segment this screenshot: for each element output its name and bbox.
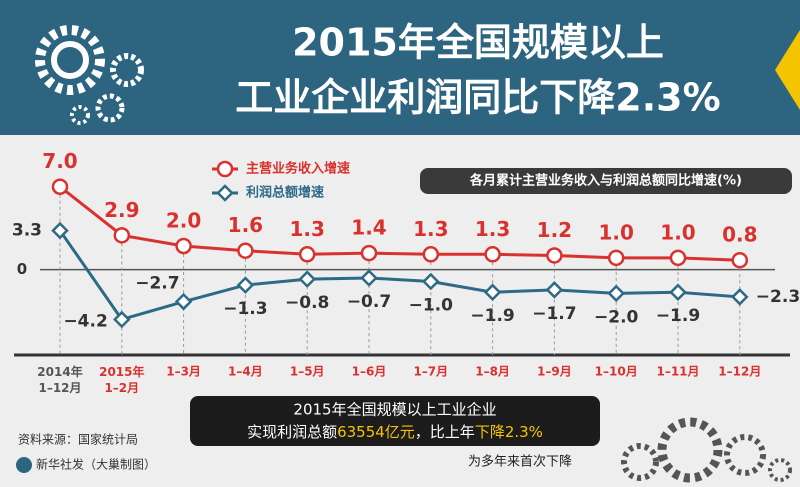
x-tick-label: 2014年 1–12月: [37, 364, 82, 395]
x-tick-label: 1–12月: [718, 365, 761, 379]
data-label: 1.4: [351, 216, 386, 240]
x-tick-label: 1–11月: [656, 365, 699, 379]
data-label: 1.3: [289, 217, 324, 241]
legend-marker: [216, 160, 234, 178]
data-label: −1.3: [223, 299, 267, 319]
series-line: [58, 229, 740, 322]
data-label: 2.0: [166, 208, 201, 232]
x-tick-label-line: 2014年: [37, 364, 82, 379]
point: [175, 237, 192, 255]
data-label: −2.3: [756, 287, 800, 307]
point: [298, 270, 316, 288]
x-tick-label: 1–7月: [413, 365, 448, 379]
gear-decoration: [35, 25, 144, 125]
subtitle-box: [420, 168, 792, 194]
point: [669, 249, 687, 267]
callout-line: 实现利润总额63554亿元，比上年下降2.3%: [247, 423, 543, 441]
x-tick-label-line: 2015年: [99, 364, 144, 379]
callout-text: ，比上年: [415, 423, 475, 441]
header: [0, 0, 800, 135]
point: [545, 281, 564, 299]
callout-box: [190, 396, 600, 446]
point: [237, 242, 254, 259]
logo: [16, 457, 32, 473]
data-label: 7.0: [42, 149, 77, 173]
point: [113, 227, 131, 244]
data-label: −2.7: [135, 274, 179, 294]
y-tick-label: 0: [17, 260, 27, 278]
data-label: −4.2: [63, 311, 107, 331]
data-label: 1.6: [228, 213, 263, 237]
point: [669, 283, 687, 301]
legend-label: 主营业务收入增速: [246, 161, 350, 177]
point: [360, 269, 378, 287]
data-label: −1.0: [409, 296, 454, 316]
legend-marker: [216, 184, 234, 202]
x-tick-label: 1–10月: [595, 365, 638, 379]
series-line: [59, 185, 740, 262]
point: [360, 244, 378, 262]
point: [422, 246, 440, 263]
callout-highlight: 下降2.3%: [475, 423, 543, 441]
title-line: 2015年全国规模以上: [292, 21, 664, 65]
point: [607, 284, 625, 303]
point: [483, 283, 502, 301]
callout-note: 为多年来首次下降: [468, 454, 572, 470]
point: [113, 310, 131, 329]
callout-line: 2015年全国规模以上工业企业: [293, 401, 496, 419]
x-tick-label: 1–6月: [352, 365, 387, 379]
x-tick-label: 1–3月: [166, 365, 201, 379]
point: [546, 247, 563, 264]
data-label: 3.3: [12, 221, 42, 241]
point: [422, 272, 440, 291]
data-label: −2.0: [594, 307, 639, 327]
point: [731, 251, 749, 269]
x-tick-label: 1–9月: [537, 365, 572, 379]
credit: 新华社发（大巢制图）: [36, 457, 156, 472]
data-label: −1.9: [656, 306, 700, 326]
data-label: 2.9: [104, 198, 139, 222]
data-label: 1.0: [598, 220, 633, 244]
x-tick-label: 1–5月: [290, 365, 325, 379]
point: [731, 288, 749, 306]
workers-gears: [621, 417, 792, 483]
data-label: 1.2: [537, 218, 572, 242]
subtitle: 各月累计主营业务收入与利润总额同比增速(%): [469, 173, 742, 189]
data-label: 1.3: [475, 217, 510, 241]
data-label: 1.3: [413, 217, 448, 241]
x-tick-label-line: 1–2月: [104, 381, 139, 395]
point: [174, 292, 193, 311]
data-label: −0.8: [285, 293, 329, 313]
x-tick-label: 1–4月: [228, 365, 263, 379]
data-label: 0.8: [722, 223, 757, 247]
plot: 0 2014年 1–12月 2015年 1–2月 1–3月 1–4月 1–5月 1–6月 1–7月…: [12, 149, 800, 394]
point: [51, 178, 69, 195]
header-accent: [775, 30, 800, 110]
callout-highlight: 63554亿元: [337, 423, 415, 441]
x-tick-label: 2015年 1–2月: [99, 364, 144, 395]
point: [484, 246, 501, 263]
data-label: 1.0: [660, 220, 695, 244]
x-tick-label-line: 1–12月: [38, 381, 81, 395]
source: 资料来源：国家统计局: [18, 432, 138, 447]
title-line: 工业企业利润同比下降2.3%: [235, 76, 720, 120]
point: [298, 246, 316, 263]
x-tick-label: 1–8月: [475, 365, 510, 379]
point: [236, 276, 255, 294]
data-label: −1.9: [470, 306, 514, 326]
callout-text: 实现利润总额: [247, 423, 337, 441]
point: [51, 221, 69, 240]
data-label: −1.7: [532, 304, 576, 324]
point: [607, 249, 625, 267]
data-label: −0.7: [347, 292, 391, 312]
legend-label: 利润总额增速: [246, 185, 324, 201]
